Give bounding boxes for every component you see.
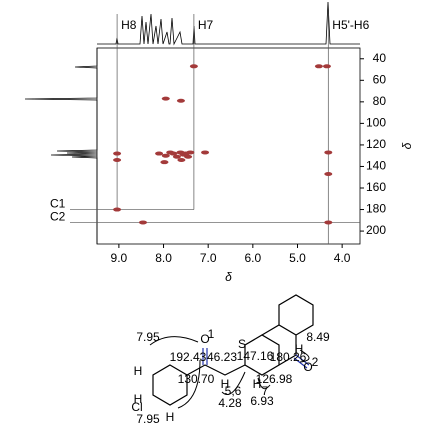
cross-peak: [324, 220, 333, 225]
structure-label: Cl: [131, 400, 142, 414]
cross-peak: [177, 158, 186, 162]
cross-peak: [113, 207, 122, 212]
structure-label: H: [221, 377, 230, 391]
x-tick-label: 8.0: [155, 251, 172, 265]
structure-label: 1: [208, 327, 215, 341]
cross-peak: [160, 160, 169, 165]
y-tick-label: 140: [366, 159, 386, 173]
x-tick-label: 6.0: [244, 251, 261, 265]
structure-label: S: [238, 337, 246, 351]
x-tick-label: 7.0: [200, 251, 217, 265]
hmbc-arrow: [149, 336, 310, 409]
plot-frame: [96, 47, 361, 245]
ring: [244, 334, 280, 376]
structure-label: 2: [312, 355, 319, 369]
y-tick-label: 180: [366, 202, 386, 216]
y-axis-label: δ: [400, 142, 414, 149]
y-tick-label: 100: [366, 116, 386, 130]
cross-peak: [324, 150, 333, 155]
cross-peak: [161, 96, 170, 101]
structure-label: 192.43: [170, 350, 207, 364]
structure-label: H: [134, 364, 143, 378]
y-tick-label: 200: [366, 223, 386, 237]
y-tick-label: 160: [366, 180, 386, 194]
cross-peak: [138, 220, 147, 225]
cross-peak: [186, 150, 195, 155]
y-tick-label: 60: [373, 72, 387, 86]
structure-label: 4.28: [218, 396, 242, 410]
cross-peak: [322, 64, 331, 69]
structure-label: 5,6: [225, 384, 242, 398]
annotation-label: C2: [50, 210, 66, 224]
cross-peak: [113, 151, 122, 156]
cross-peak: [176, 98, 185, 103]
cross-peak: [314, 64, 323, 69]
structure-label: 180.26: [270, 350, 307, 364]
cross-peak: [184, 154, 193, 159]
top-projection: [97, 1, 360, 46]
structure-label: O: [303, 360, 312, 374]
structure-label: 8.49: [306, 330, 330, 344]
cross-peak: [324, 172, 333, 176]
y-tick-label: 120: [366, 137, 386, 151]
x-tick-label: 5.0: [289, 251, 306, 265]
structure: [149, 294, 314, 409]
structure-label: 46.23: [207, 350, 237, 364]
structure-label: 7: [262, 384, 269, 398]
cross-peak: [155, 151, 164, 156]
structure-label: H: [134, 392, 143, 406]
y-tick-label: 80: [373, 94, 387, 108]
structure-label: O: [200, 332, 209, 346]
structure-label: H: [253, 377, 262, 391]
y-tick-label: 40: [373, 51, 387, 65]
structure-label: H: [166, 410, 175, 424]
cross-peak: [189, 64, 198, 69]
cross-peak: [161, 153, 170, 158]
cross-peak: [113, 158, 122, 162]
structure-label: 7.95: [136, 330, 160, 344]
cross-peak: [172, 154, 181, 159]
structure-label: 6.93: [250, 394, 274, 408]
carbonyl: [293, 354, 310, 369]
ring: [261, 294, 314, 366]
structure-label: 126.98: [256, 372, 293, 386]
annotation-label: H8: [121, 18, 137, 32]
carbonyl: [202, 348, 208, 365]
annotation-label: H5'-H6: [332, 18, 369, 32]
left-projection: [24, 48, 98, 244]
cross-peak: [201, 150, 210, 155]
structure-label: 147.16: [237, 349, 274, 363]
x-tick-label: 4.0: [334, 251, 351, 265]
x-axis-label: δ: [225, 270, 232, 284]
annotation-label: H7: [198, 18, 214, 32]
structure-label: H: [295, 342, 304, 356]
bond: [186, 364, 246, 376]
structure-label: 7.95: [136, 412, 160, 426]
structure-label: 130.70: [178, 372, 215, 386]
annotation-label: C1: [50, 197, 66, 211]
x-tick-label: 9.0: [111, 251, 128, 265]
cross-peak: [169, 151, 178, 156]
